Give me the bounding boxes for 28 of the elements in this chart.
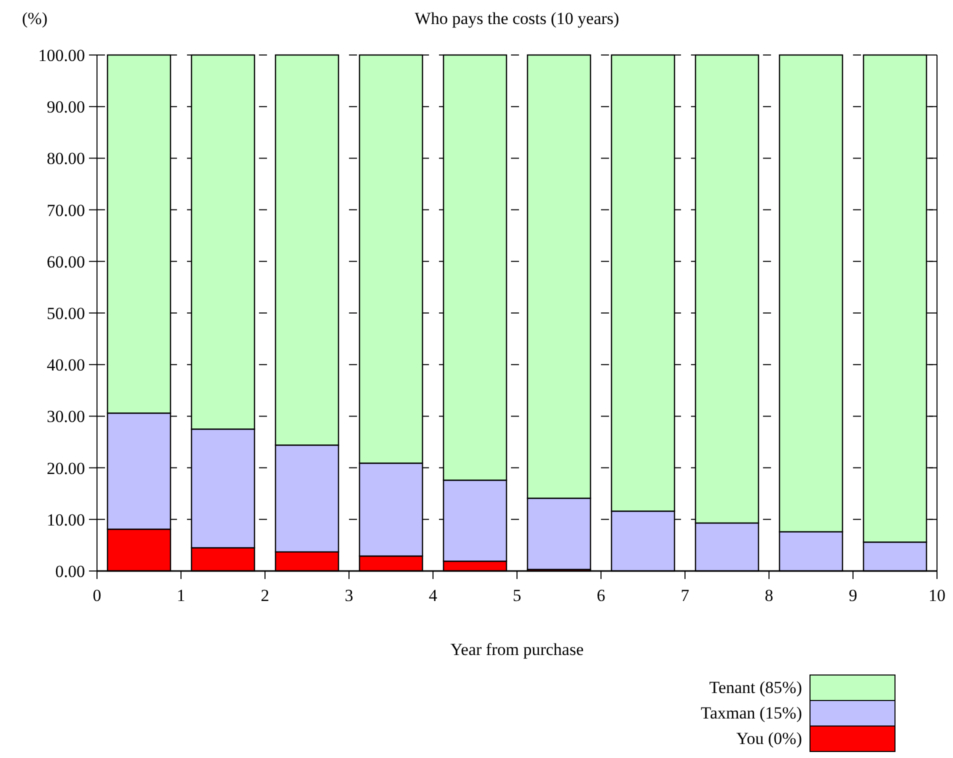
x-tick-label: 10 — [928, 586, 946, 605]
x-tick-label: 2 — [260, 586, 270, 605]
legend-label: Taxman (15%) — [700, 704, 802, 722]
x-tick-label: 3 — [344, 586, 354, 605]
y-tick-label: 60.00 — [46, 252, 85, 272]
y-tick-label: 80.00 — [46, 149, 85, 168]
legend-label: Tenant (85%) — [709, 678, 802, 697]
y-tick-label: 0.00 — [55, 562, 85, 581]
x-tick-label: 9 — [848, 586, 858, 605]
x-axis-title: Year from purchase — [450, 640, 584, 659]
y-tick-label: 10.00 — [46, 510, 85, 530]
chart-title: Who pays the costs (10 years) — [414, 9, 620, 28]
y-tick-label: 50.00 — [46, 304, 85, 323]
x-tick-label: 5 — [512, 586, 522, 605]
y-tick-label: 20.00 — [46, 458, 85, 478]
x-tick-label: 8 — [764, 586, 774, 605]
x-tick-label: 4 — [428, 586, 438, 605]
x-tick-label: 1 — [176, 586, 186, 605]
y-axis-title: (%) — [22, 9, 48, 28]
y-tick-label: 30.00 — [46, 407, 85, 426]
x-tick-label: 7 — [680, 586, 690, 605]
x-tick-label: 6 — [596, 586, 606, 605]
y-tick-label: 40.00 — [46, 356, 85, 375]
y-tick-label: 70.00 — [46, 200, 85, 220]
y-tick-label: 100.00 — [38, 46, 85, 65]
y-tick-label: 90.00 — [46, 98, 85, 117]
x-tick-label: 0 — [92, 586, 102, 605]
legend-label: You (0%) — [736, 729, 802, 748]
